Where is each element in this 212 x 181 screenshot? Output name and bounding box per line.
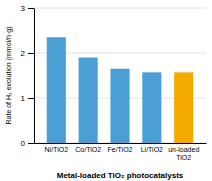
plot-area: 0 1 2 3 Ni/TiO2 Co/TiO2 Fe/TiO2 Li/TiO2 un-loade… [21,4,207,161]
grid-line [34,8,206,9]
x-axis-title: Metal-loaded TiO₂ photocatalysts [57,171,184,180]
tick: Li/TiO2 [141,146,163,153]
tick-label-line: Ni/TiO2 [45,146,69,153]
bar [110,69,129,143]
axis-line [34,9,35,144]
tick-label: Fe/TiO2 [107,146,132,153]
tick-label: 0 [21,139,26,148]
tick: Ni/TiO2 [45,146,69,153]
tick-label: un-loadedTiO2 [168,146,199,161]
tick: Fe/TiO2 [107,146,132,153]
tick-label: 1 [21,94,26,103]
tick-label-line: un-loaded [168,146,199,153]
tick-label: Ni/TiO2 [45,146,69,153]
grid [34,8,206,143]
tick: un-loadedTiO2 [168,146,199,161]
chart: 0 1 2 3 Ni/TiO2 Co/TiO2 Fe/TiO2 Li/TiO2 un-loade… [0,0,212,181]
tick-label: Co/TiO2 [75,146,101,153]
tick-label: 2 [21,49,26,58]
tick: 0 [21,139,34,148]
tick-label: Li/TiO2 [141,146,163,153]
bar [174,72,193,143]
tick-label-line: Fe/TiO2 [107,146,132,153]
tick-label-line: Li/TiO2 [141,146,163,153]
tick-mark [28,8,34,9]
tick-mark [28,98,34,99]
y-axis: 0 1 2 3 [21,4,35,148]
tick: 1 [21,94,34,103]
tick-mark [28,143,34,144]
tick: Co/TiO2 [75,146,101,153]
tick-label-line: Co/TiO2 [75,146,101,153]
tick-label-line: TiO2 [176,154,191,161]
tick-mark [28,53,34,54]
tick: 2 [21,49,34,58]
tick-label: 3 [21,4,26,13]
bars [47,37,194,143]
axis-line [35,143,207,144]
bar [47,37,66,143]
tick: 3 [21,4,34,13]
y-axis-title: Rate of H₂ evolution (mmol/h·g) [5,26,13,124]
bar [79,58,98,144]
x-axis: Ni/TiO2 Co/TiO2 Fe/TiO2 Li/TiO2 un-loadedTiO… [35,144,207,161]
bar [142,72,161,143]
